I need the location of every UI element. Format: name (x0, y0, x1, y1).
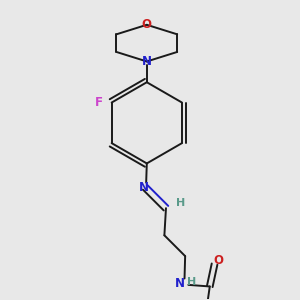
Text: N: N (176, 277, 185, 290)
Text: O: O (142, 18, 152, 31)
Text: O: O (214, 254, 224, 267)
Text: F: F (95, 96, 103, 109)
Text: H: H (187, 277, 196, 287)
Text: N: N (139, 181, 149, 194)
Text: N: N (142, 55, 152, 68)
Text: H: H (176, 198, 185, 208)
